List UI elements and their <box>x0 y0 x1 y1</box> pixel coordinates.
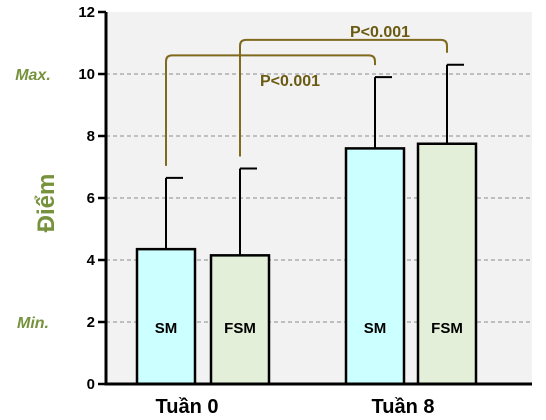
reference-label: Min. <box>17 315 49 332</box>
y-tick-labels: 0 2 4 6 8 10 12 <box>78 4 106 393</box>
significance-label: P<0.001 <box>260 73 320 90</box>
y-tick-label: 12 <box>78 4 95 21</box>
bar <box>344 147 406 386</box>
x-category-label: Tuần 0 <box>156 396 219 418</box>
y-tick-label: 10 <box>78 66 95 83</box>
bar <box>416 142 478 386</box>
y-tick-label: 4 <box>87 252 96 269</box>
significance-bracket <box>165 54 376 166</box>
x-category-labels: Tuần 0 Tuần 8 <box>156 396 435 418</box>
significance-bracket <box>239 38 448 157</box>
significance-brackets: P<0.001 P<0.001 <box>165 24 448 166</box>
y-tick-label: 0 <box>87 376 95 393</box>
bar <box>209 254 271 386</box>
bar-label: FSM <box>431 320 463 337</box>
y-tick-label: 2 <box>87 314 95 331</box>
bar-label: FSM <box>224 320 256 337</box>
reference-labels: Max. Min. <box>15 67 51 332</box>
bar-label: SM <box>364 320 387 337</box>
reference-label: Max. <box>15 67 51 84</box>
bar-label: SM <box>155 320 178 337</box>
bar <box>135 247 197 386</box>
y-axis-label: Điểm <box>33 174 60 233</box>
y-tick-label: 6 <box>87 190 95 207</box>
x-category-label: Tuần 8 <box>372 396 435 418</box>
significance-label: P<0.001 <box>350 24 410 41</box>
y-tick-label: 8 <box>87 128 95 145</box>
